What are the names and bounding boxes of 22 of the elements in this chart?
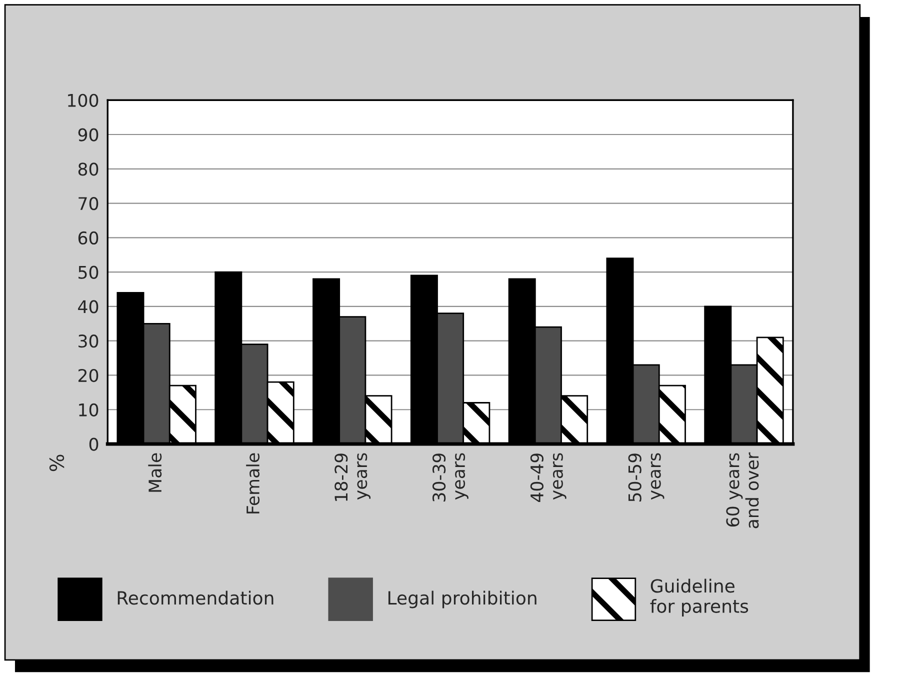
y-tick-label: 70 [78,196,98,210]
legend-label: Guideline for parents [650,578,748,616]
y-axis-title: % [49,454,64,472]
y-tick-label: 60 [78,231,98,245]
x-tick-label: 30-39 years [432,453,468,502]
legend-label: Recommendation [118,590,274,605]
y-tick-label: 30 [78,334,98,348]
x-tick-label: 40-49 years [530,453,566,502]
y-tick-label: 10 [79,403,98,416]
y-tick-label: 0 [89,438,98,451]
y-tick-label: 20 [78,368,98,382]
y-tick-label: 100 [68,94,98,107]
x-tick-label: 60 years and over [726,452,759,528]
x-tick-label: 18-29 years [334,453,371,501]
y-tick-label: 40 [78,300,98,314]
y-tick-label: 80 [78,162,98,176]
x-tick-label: 50-59 years [628,453,664,502]
x-tick-label: Female [246,453,260,514]
x-tick-label: Male [148,453,162,492]
y-tick-label: 50 [78,266,98,279]
y-tick-label: 90 [78,128,98,142]
legend-label: Legal prohibition [388,590,536,608]
